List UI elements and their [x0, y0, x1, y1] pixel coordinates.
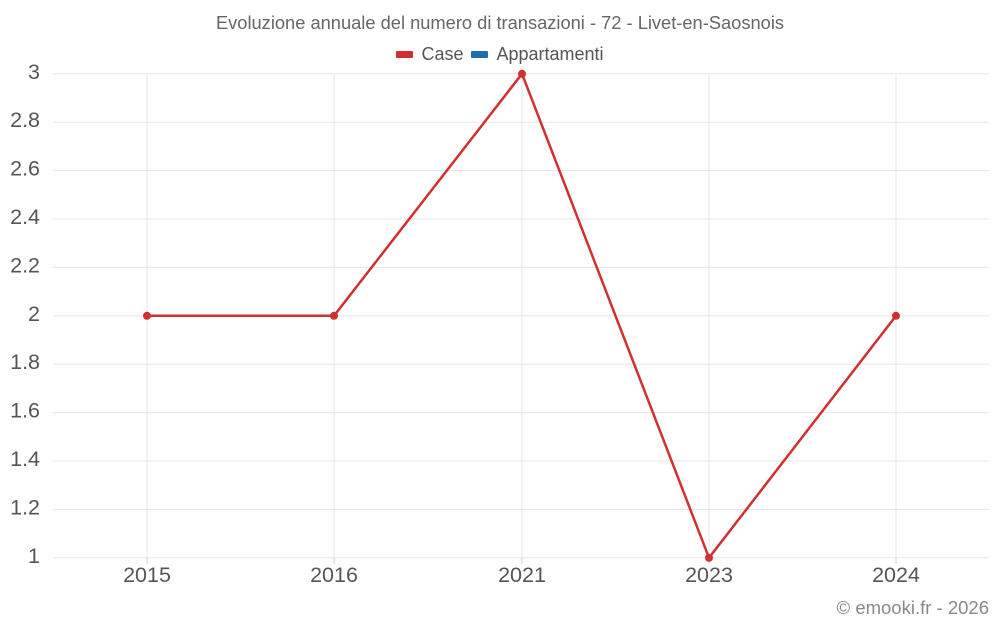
svg-text:1.4: 1.4	[10, 447, 40, 471]
svg-text:2023: 2023	[685, 563, 733, 587]
svg-text:2015: 2015	[123, 563, 171, 587]
svg-text:2.6: 2.6	[10, 157, 40, 181]
svg-text:2.8: 2.8	[10, 108, 40, 132]
svg-text:2021: 2021	[498, 563, 546, 587]
svg-text:2.4: 2.4	[10, 205, 40, 229]
svg-text:1.2: 1.2	[10, 495, 40, 519]
svg-text:3: 3	[28, 60, 40, 84]
svg-text:1.6: 1.6	[10, 399, 40, 423]
svg-text:1: 1	[28, 544, 40, 568]
svg-text:2016: 2016	[310, 563, 358, 587]
svg-text:2: 2	[28, 302, 40, 326]
svg-text:2024: 2024	[872, 563, 920, 587]
svg-text:2.2: 2.2	[10, 253, 40, 277]
svg-text:1.8: 1.8	[10, 350, 40, 374]
